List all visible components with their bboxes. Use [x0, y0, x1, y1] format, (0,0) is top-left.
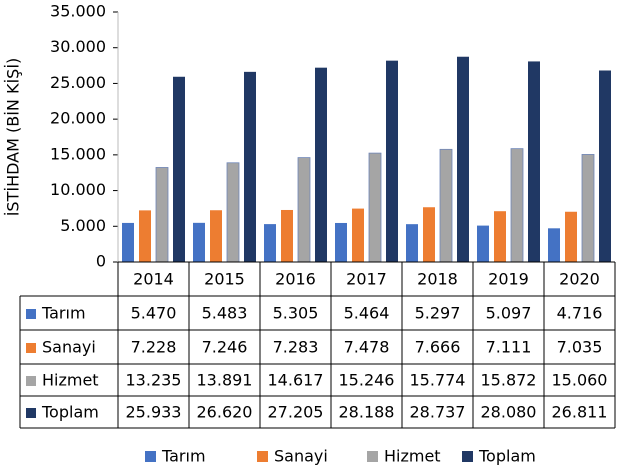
table-cell: 13.235 — [126, 371, 182, 390]
bar — [439, 148, 453, 263]
x-tick-label: 2015 — [204, 270, 245, 289]
legend-label: Sanayi — [274, 447, 328, 466]
bar — [477, 225, 489, 262]
y-tick-label: 25.000 — [50, 73, 106, 92]
bar — [510, 148, 524, 263]
y-axis-label: İSTİHDAM (BİN KİŞİ) — [4, 58, 23, 217]
table-cell: 5.483 — [202, 304, 248, 323]
legend-label: Hizmet — [384, 447, 441, 466]
x-tick-label: 2018 — [417, 270, 458, 289]
table-cell: 7.111 — [486, 338, 532, 357]
legend-label: Toplam — [41, 403, 99, 422]
table-cell: 26.811 — [552, 403, 608, 422]
legend-swatch — [145, 451, 156, 462]
table-cell: 26.620 — [197, 403, 253, 422]
x-tick-label: 2014 — [133, 270, 174, 289]
bar — [139, 210, 151, 262]
bar — [565, 211, 577, 262]
table-cell: 5.297 — [415, 304, 461, 323]
legend-swatch — [462, 451, 473, 462]
table-cell: 28.080 — [481, 403, 537, 422]
table-cell: 5.470 — [131, 304, 177, 323]
bar — [335, 222, 347, 262]
table-cell: 15.246 — [339, 371, 395, 390]
bar — [386, 60, 398, 263]
bar — [457, 56, 469, 262]
bar — [122, 222, 134, 262]
legend-label: Tarım — [161, 447, 206, 466]
table-cell: 28.737 — [410, 403, 466, 422]
bar — [352, 208, 364, 262]
table-cell: 7.035 — [557, 338, 603, 357]
y-tick-label: 20.000 — [50, 109, 106, 128]
table-cell: 4.716 — [557, 304, 603, 323]
legend-label: Sanayi — [42, 338, 96, 357]
y-tick-label: 10.000 — [50, 180, 106, 199]
bar — [406, 224, 418, 262]
table-cell: 15.060 — [552, 371, 608, 390]
legend-label: Toplam — [478, 447, 536, 466]
bar — [210, 210, 222, 262]
bar — [315, 67, 327, 262]
x-tick-label: 2019 — [488, 270, 529, 289]
bar — [193, 222, 205, 262]
table-cell: 5.305 — [273, 304, 319, 323]
bar — [548, 228, 560, 262]
table-cell: 25.933 — [126, 403, 182, 422]
y-tick-label: 35.000 — [50, 2, 106, 21]
bar — [155, 167, 169, 263]
bar — [581, 154, 595, 263]
table-cell: 15.774 — [410, 371, 466, 390]
legend-label: Hizmet — [42, 371, 99, 390]
bar — [264, 224, 276, 262]
bar — [423, 207, 435, 262]
bar — [226, 162, 240, 263]
table-cell: 7.666 — [415, 338, 461, 357]
x-tick-label: 2020 — [559, 270, 600, 289]
y-tick-label: 15.000 — [50, 144, 106, 163]
legend-swatch — [367, 451, 378, 462]
bar — [244, 71, 256, 262]
legend-label: Tarım — [41, 304, 86, 323]
legend-swatch — [26, 343, 36, 353]
x-tick-label: 2016 — [275, 270, 316, 289]
bar — [494, 211, 506, 262]
y-tick-label: 5.000 — [60, 216, 106, 235]
table-cell: 27.205 — [268, 403, 324, 422]
table-cell: 28.188 — [339, 403, 395, 422]
legend-swatch — [257, 451, 268, 462]
x-tick-label: 2017 — [346, 270, 387, 289]
table-cell: 5.464 — [344, 304, 390, 323]
table-cell: 7.478 — [344, 338, 390, 357]
table-cell: 15.872 — [481, 371, 537, 390]
table-cell: 5.097 — [486, 304, 532, 323]
bar — [599, 70, 611, 262]
y-tick-label: 0 — [96, 252, 106, 271]
bar — [173, 76, 185, 262]
bar — [281, 209, 293, 262]
table-cell: 14.617 — [268, 371, 324, 390]
table-cell: 7.246 — [202, 338, 248, 357]
bar — [528, 61, 540, 262]
legend-swatch — [26, 376, 36, 386]
bar — [368, 152, 382, 263]
legend-swatch — [26, 309, 36, 319]
table-cell: 7.228 — [131, 338, 177, 357]
table-cell: 7.283 — [273, 338, 319, 357]
table-cell: 13.891 — [197, 371, 253, 390]
legend-swatch — [26, 408, 36, 418]
bar — [297, 157, 311, 263]
y-tick-label: 30.000 — [50, 37, 106, 56]
